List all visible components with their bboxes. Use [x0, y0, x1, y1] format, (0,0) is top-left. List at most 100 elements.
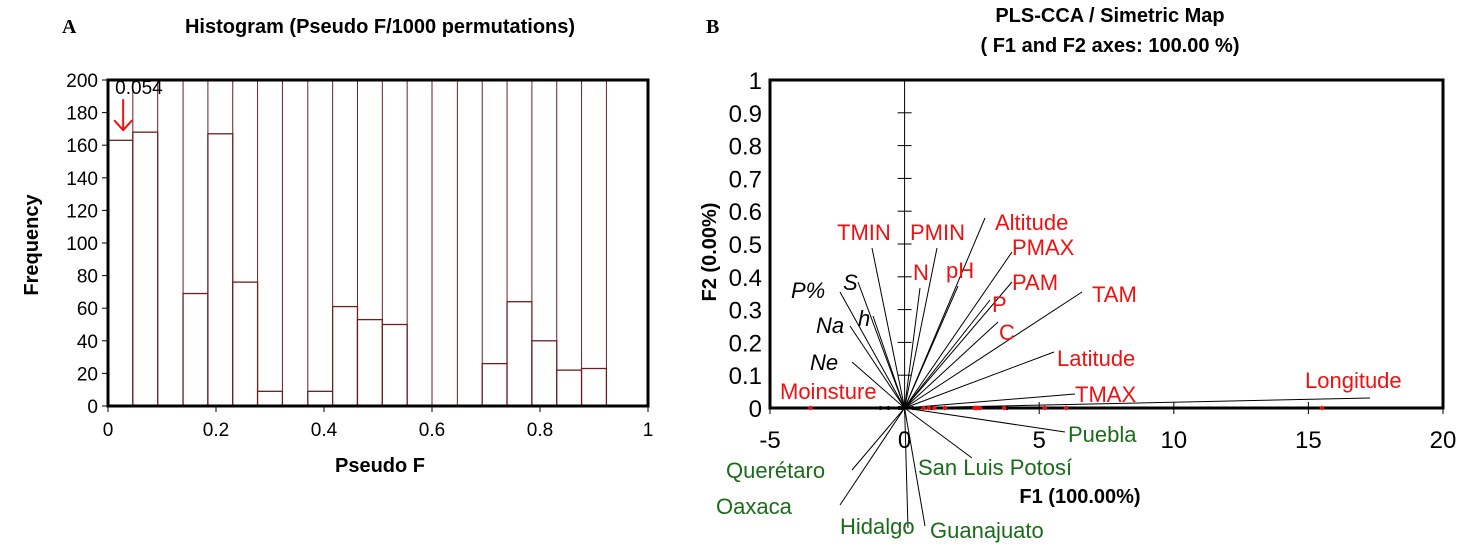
panel-a-letter: A	[62, 16, 77, 38]
observation-label: San Luis Potosí	[918, 455, 1072, 480]
variable-projection-dot	[926, 405, 932, 411]
x-tick-label: 0.6	[419, 420, 445, 441]
variable-projection-dot	[1063, 405, 1069, 411]
panel-b-title: PLS-CCA / Simetric Map	[995, 5, 1224, 27]
variable-red-vector	[904, 393, 1076, 409]
observation-vector	[904, 407, 973, 459]
hist-bar	[107, 139, 134, 407]
panel-a-title: Histogram (Pseudo F/1000 permutations)	[185, 16, 575, 38]
variable-black-vector	[839, 291, 906, 409]
panel-a-ylabel: Frequency	[21, 194, 43, 296]
variable-red-vector	[904, 285, 959, 409]
variable-red-vector	[904, 351, 1055, 409]
variable-red-vector	[904, 287, 921, 409]
hist-bar	[132, 131, 159, 407]
variable-projection-dot	[1002, 405, 1007, 411]
variable-black-vector	[872, 315, 906, 409]
y-tick-label: 120	[66, 201, 98, 222]
hist-bar	[531, 340, 558, 407]
variable-red-label: Moinsture	[780, 379, 877, 404]
annotation-arrowhead	[113, 119, 133, 132]
variable-red-vector	[904, 251, 1013, 409]
variable-red-vector	[904, 299, 991, 409]
variable-red-label: PMAX	[1012, 235, 1075, 260]
y-tick-label: 0.3	[729, 298, 762, 325]
observation-vector	[904, 407, 926, 527]
variable-red-label: Latitude	[1057, 346, 1135, 371]
variable-red-label: PMIN	[910, 220, 965, 245]
variable-red-vector	[904, 247, 938, 409]
observation-label: Querétaro	[726, 458, 825, 483]
observation-label: Puebla	[1068, 422, 1137, 447]
hist-bar	[256, 390, 284, 407]
variable-red-label: PAM	[1012, 270, 1058, 295]
variable-projection-dot	[921, 405, 926, 411]
variable-black-label: h	[858, 306, 870, 331]
variable-red-label: C	[999, 320, 1015, 345]
observation-vector	[904, 407, 909, 529]
x-tick-label: 0	[103, 420, 114, 441]
hist-bar	[307, 390, 334, 407]
y-tick-label: 0.2	[729, 330, 762, 357]
variable-red-vector	[904, 321, 999, 409]
y-tick-label: 40	[77, 332, 98, 353]
x-tick-label: 1	[643, 420, 654, 441]
hist-bar	[356, 318, 383, 407]
hist-bar	[481, 362, 508, 407]
variable-black-vector	[849, 325, 906, 409]
variable-red-label: Altitude	[995, 210, 1068, 235]
y-tick-label: 80	[77, 267, 98, 288]
variable-black-label: S	[843, 270, 858, 295]
observation-vector	[851, 407, 905, 471]
hist-bar	[182, 292, 209, 407]
variable-projection-dot	[942, 405, 948, 411]
y-tick-label: 0	[87, 397, 98, 418]
y-tick-label: 1	[749, 68, 762, 95]
variable-black-label: Na	[816, 313, 844, 338]
x-tick-label: 10	[1160, 427, 1187, 454]
observation-vector	[839, 407, 906, 506]
variable-red-label: pH	[946, 258, 974, 283]
variable-black-label: P%	[791, 278, 825, 303]
x-tick-label: 0.8	[527, 420, 553, 441]
x-tick-label: -5	[759, 427, 780, 454]
panel-b-ylabel: F2 (0.00%)	[699, 203, 721, 302]
panel-b-letter: B	[706, 16, 719, 38]
hist-bar	[556, 369, 583, 407]
annotation-label: 0.054	[115, 78, 163, 99]
variable-red-label: TMIN	[837, 220, 891, 245]
y-tick-label: 100	[66, 234, 98, 255]
observation-label: Guanajuato	[930, 518, 1044, 543]
panel-a-histogram: 0 20 40 60 80 100 120 140 160 180 200 0 0.2 0.4 0.6 0.8…	[66, 71, 653, 441]
hist-bar	[232, 281, 259, 407]
y-tick-label: 0.5	[729, 232, 762, 259]
x-tick-label: 15	[1295, 427, 1322, 454]
y-tick-label: 0.1	[729, 363, 762, 390]
panel-b-frame	[768, 78, 1445, 410]
variable-red-label: N	[913, 260, 929, 285]
y-tick-label: 0.8	[729, 134, 762, 161]
variable-red-vector	[904, 397, 1371, 409]
observation-label: Hidalgo	[840, 514, 915, 539]
x-tick-label: 0.4	[311, 420, 338, 441]
hist-bar	[506, 301, 533, 407]
y-tick-label: 140	[66, 169, 98, 190]
x-tick-label: 0.2	[203, 420, 229, 441]
variable-projection-dot	[808, 405, 813, 411]
y-tick-label: 0.7	[729, 166, 762, 193]
hist-bar	[580, 367, 608, 407]
panel-b-subtitle: ( F1 and F2 axes: 100.00 %)	[980, 35, 1239, 57]
y-tick-label: 0.4	[729, 265, 762, 292]
variable-black-label: Ne	[810, 350, 838, 375]
y-tick-label: 200	[66, 71, 98, 92]
panel-b-xlabel: F1 (100.00%)	[1019, 486, 1140, 508]
variable-projection-dot	[1042, 405, 1047, 411]
variable-black-vector	[851, 361, 905, 409]
y-tick-label: 160	[66, 136, 98, 157]
y-tick-label: 0	[749, 396, 762, 423]
observation-label: Oaxaca	[716, 494, 793, 519]
hist-bar	[331, 305, 359, 407]
y-tick-label: 180	[66, 104, 98, 125]
variable-red-label: TAM	[1092, 282, 1137, 307]
